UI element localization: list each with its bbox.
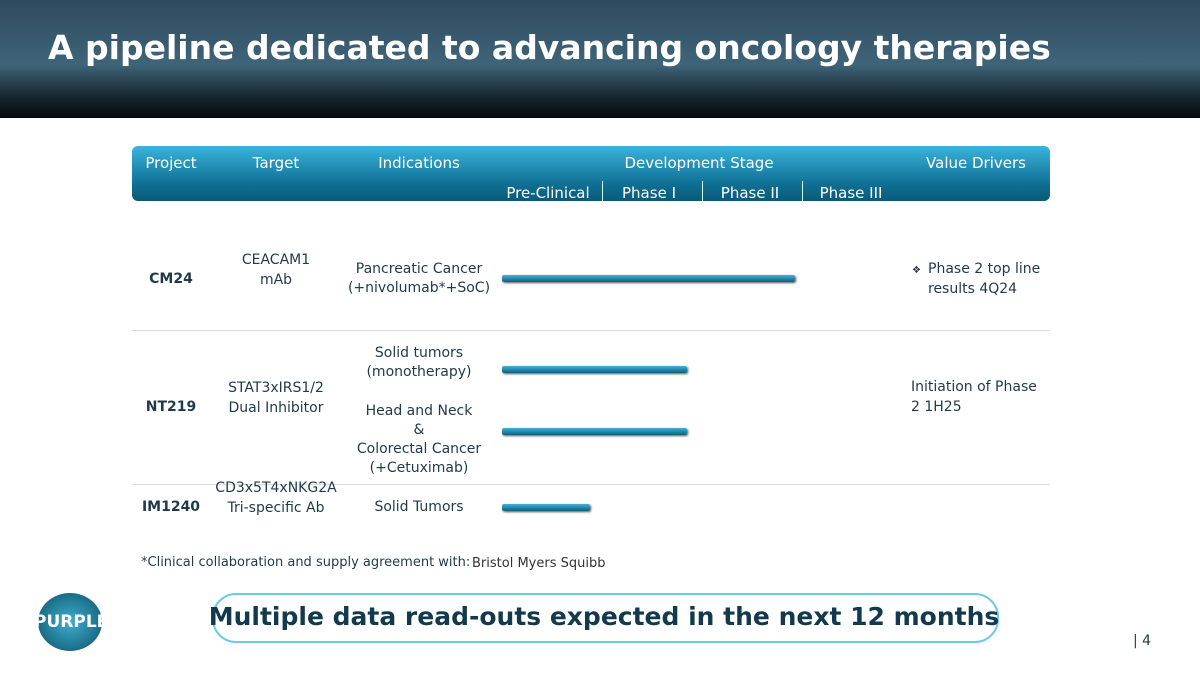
indication: Solid Tumors — [374, 499, 464, 515]
partner-logo: Bristol Myers Squibb — [472, 556, 606, 571]
row-divider — [132, 330, 1050, 331]
column-header: Target — [252, 154, 300, 172]
column-header: Indications — [378, 154, 460, 172]
bullet: ❖ — [912, 265, 921, 276]
header-image — [0, 0, 1200, 118]
progress-bar — [502, 504, 590, 511]
stage-header: Pre-Clinical — [506, 184, 590, 202]
value-driver: 2 1H25 — [911, 399, 962, 415]
value-driver: Initiation of Phase — [911, 379, 1037, 395]
target: Tri-specific Ab — [227, 500, 325, 516]
footnote: *Clinical collaboration and supply agree… — [141, 555, 471, 570]
target: Dual Inhibitor — [228, 400, 324, 416]
logo-text: PURPLE — [34, 612, 109, 632]
target: mAb — [259, 272, 293, 288]
indication: Colorectal Cancer — [356, 441, 482, 457]
column-header: Development Stage — [624, 154, 774, 172]
banner — [212, 593, 999, 643]
progress-bar — [502, 275, 795, 282]
column-header: Value Drivers — [926, 154, 1026, 172]
value-driver: Phase 2 top line — [928, 261, 1041, 277]
indication: Solid tumors — [374, 345, 464, 361]
row-divider — [132, 484, 1050, 485]
separator — [602, 181, 603, 201]
project: CM24 — [149, 271, 193, 287]
stage-header: Phase III — [819, 184, 883, 202]
indication: & — [413, 422, 425, 438]
table-header — [132, 146, 1050, 201]
target: CD3x5T4xNKG2A — [215, 480, 337, 496]
separator — [802, 181, 803, 201]
indication: Pancreatic Cancer — [355, 261, 483, 277]
target: STAT3xIRS1/2 — [228, 380, 324, 396]
project: NT219 — [145, 399, 197, 415]
value-driver: results 4Q24 — [928, 281, 1018, 297]
target: CEACAM1 — [241, 252, 311, 268]
separator — [702, 181, 703, 201]
indication: Head and Neck — [365, 403, 473, 419]
indication: (+nivolumab*+SoC) — [347, 280, 491, 296]
logo — [38, 593, 102, 651]
banner-text: Multiple data read-outs expected in the … — [208, 602, 1000, 631]
project: IM1240 — [141, 499, 201, 515]
progress-bar — [502, 428, 687, 435]
stage-header: Phase I — [622, 184, 676, 202]
page-number: | 4 — [1133, 633, 1152, 649]
indication: (monotherapy) — [366, 364, 472, 380]
stage-header: Phase II — [720, 184, 780, 202]
indication: (+Cetuximab) — [369, 460, 469, 476]
progress-bar — [502, 366, 687, 373]
column-header: Project — [145, 154, 197, 172]
title: A pipeline dedicated to advancing oncolo… — [48, 28, 1051, 67]
